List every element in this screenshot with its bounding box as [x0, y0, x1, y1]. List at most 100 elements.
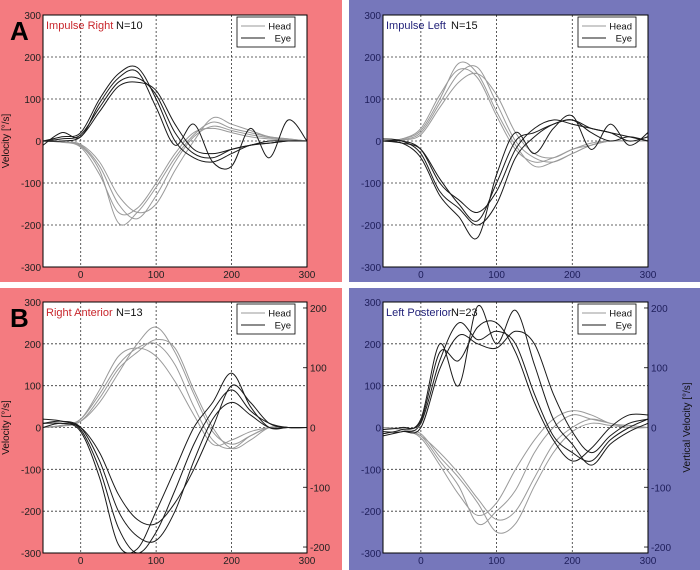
y-tick-label: -100 — [21, 179, 41, 190]
head-trace — [383, 422, 648, 534]
y-tick-label: -200 — [361, 507, 381, 518]
x-tick-label: 300 — [299, 270, 316, 281]
head-trace — [43, 127, 307, 216]
head-trace — [383, 414, 648, 526]
y2-tick-label: -100 — [651, 483, 671, 494]
plot-frame — [382, 14, 649, 268]
legend — [236, 303, 296, 335]
y-tick-label: -300 — [21, 549, 41, 560]
legend-label-eye: Eye — [275, 321, 291, 332]
y2-axis-label: Vertical Velocity [°/s] — [682, 382, 693, 472]
y-tick-label: -300 — [361, 263, 381, 274]
panel-title: Impulse Left — [386, 20, 446, 32]
y-tick-label: 200 — [24, 340, 41, 351]
legend — [577, 303, 637, 335]
legend-label-eye: Eye — [275, 34, 291, 45]
eye-trace — [43, 389, 307, 553]
y-tick-label: -300 — [21, 263, 41, 274]
head-trace — [43, 125, 307, 220]
x-tick-label: 300 — [640, 270, 657, 281]
y2-tick-label: 100 — [651, 364, 668, 375]
y2-tick-label: 100 — [310, 364, 327, 375]
y-tick-label: 200 — [24, 53, 41, 64]
y-tick-label: 100 — [364, 382, 381, 393]
y2-tick-label: 200 — [310, 304, 327, 315]
eye-trace — [383, 119, 648, 222]
y-tick-label: 0 — [375, 137, 381, 148]
x-tick-label: 300 — [299, 556, 316, 567]
y-tick-label: 0 — [375, 424, 381, 435]
panel-title: Right Anterior — [46, 307, 113, 319]
panel-title: Left Posterior — [386, 307, 452, 319]
panel-3: 0 100 200 300 -300 -200 -100 0 100 200 300 -200 -100… — [361, 298, 693, 567]
head-trace — [43, 347, 307, 447]
y-tick-label: -100 — [21, 465, 41, 476]
y2-tick-label: 0 — [651, 424, 657, 435]
x-tick-label: 100 — [148, 556, 165, 567]
x-tick-label: 200 — [223, 556, 240, 567]
x-tick-label: 200 — [564, 270, 581, 281]
eye-trace — [383, 114, 648, 240]
y2-tick-label: -200 — [651, 543, 671, 554]
y-tick-label: 300 — [24, 298, 41, 309]
eye-trace — [43, 81, 307, 155]
x-tick-label: 100 — [148, 270, 165, 281]
panel-letter: B — [10, 303, 29, 333]
x-tick-label: 0 — [418, 556, 424, 567]
y-tick-label: -100 — [361, 179, 381, 190]
x-tick-label: 0 — [78, 556, 84, 567]
y2-tick-label: 200 — [651, 304, 668, 315]
eye-trace — [383, 320, 648, 462]
y-tick-label: 100 — [24, 382, 41, 393]
y2-tick-label: -100 — [310, 483, 330, 494]
y-tick-label: -100 — [361, 465, 381, 476]
x-tick-label: 0 — [78, 270, 84, 281]
y-tick-label: -300 — [361, 549, 381, 560]
eye-trace — [43, 69, 307, 170]
y-tick-label: 100 — [24, 95, 41, 106]
n-label: N=13 — [116, 307, 143, 319]
legend — [236, 16, 296, 48]
head-trace — [43, 116, 307, 214]
y-tick-label: -200 — [361, 221, 381, 232]
legend — [577, 16, 637, 48]
x-tick-label: 0 — [418, 270, 424, 281]
legend-label-head: Head — [609, 309, 632, 320]
panel-title: Impulse Right — [46, 20, 113, 32]
y-tick-label: 300 — [24, 11, 41, 22]
x-tick-label: 200 — [223, 270, 240, 281]
head-trace — [383, 410, 648, 517]
eye-trace — [383, 330, 648, 454]
eye-trace — [43, 372, 307, 553]
y-tick-label: 0 — [35, 424, 41, 435]
y-tick-label: 300 — [364, 298, 381, 309]
y-tick-label: 0 — [35, 137, 41, 148]
legend-label-head: Head — [268, 309, 291, 320]
legend-label-eye: Eye — [616, 34, 632, 45]
y2-tick-label: 0 — [310, 424, 316, 435]
legend-label-head: Head — [609, 22, 632, 33]
eye-trace — [383, 119, 648, 226]
head-trace — [43, 326, 307, 445]
y-axis-label: Velocity [°/s] — [1, 113, 12, 168]
n-label: N=23 — [451, 307, 478, 319]
plot-frame — [42, 14, 308, 268]
y-tick-label: -200 — [21, 221, 41, 232]
legend-label-eye: Eye — [616, 321, 632, 332]
head-trace — [43, 338, 307, 450]
n-label: N=15 — [451, 20, 478, 32]
x-tick-label: 100 — [488, 556, 505, 567]
y-tick-label: 200 — [364, 340, 381, 351]
panel-letter: A — [10, 16, 29, 46]
y-tick-label: 300 — [364, 11, 381, 22]
y-tick-label: 200 — [364, 53, 381, 64]
panel-2: 0 100 200 300 -300 -200 -100 0 100 200 300 -200 -100… — [1, 298, 330, 567]
n-label: N=10 — [116, 20, 143, 32]
y-axis-label: Velocity [°/s] — [1, 400, 12, 455]
y-tick-label: 100 — [364, 95, 381, 106]
y-tick-label: -200 — [21, 507, 41, 518]
plot-frame — [42, 301, 308, 554]
